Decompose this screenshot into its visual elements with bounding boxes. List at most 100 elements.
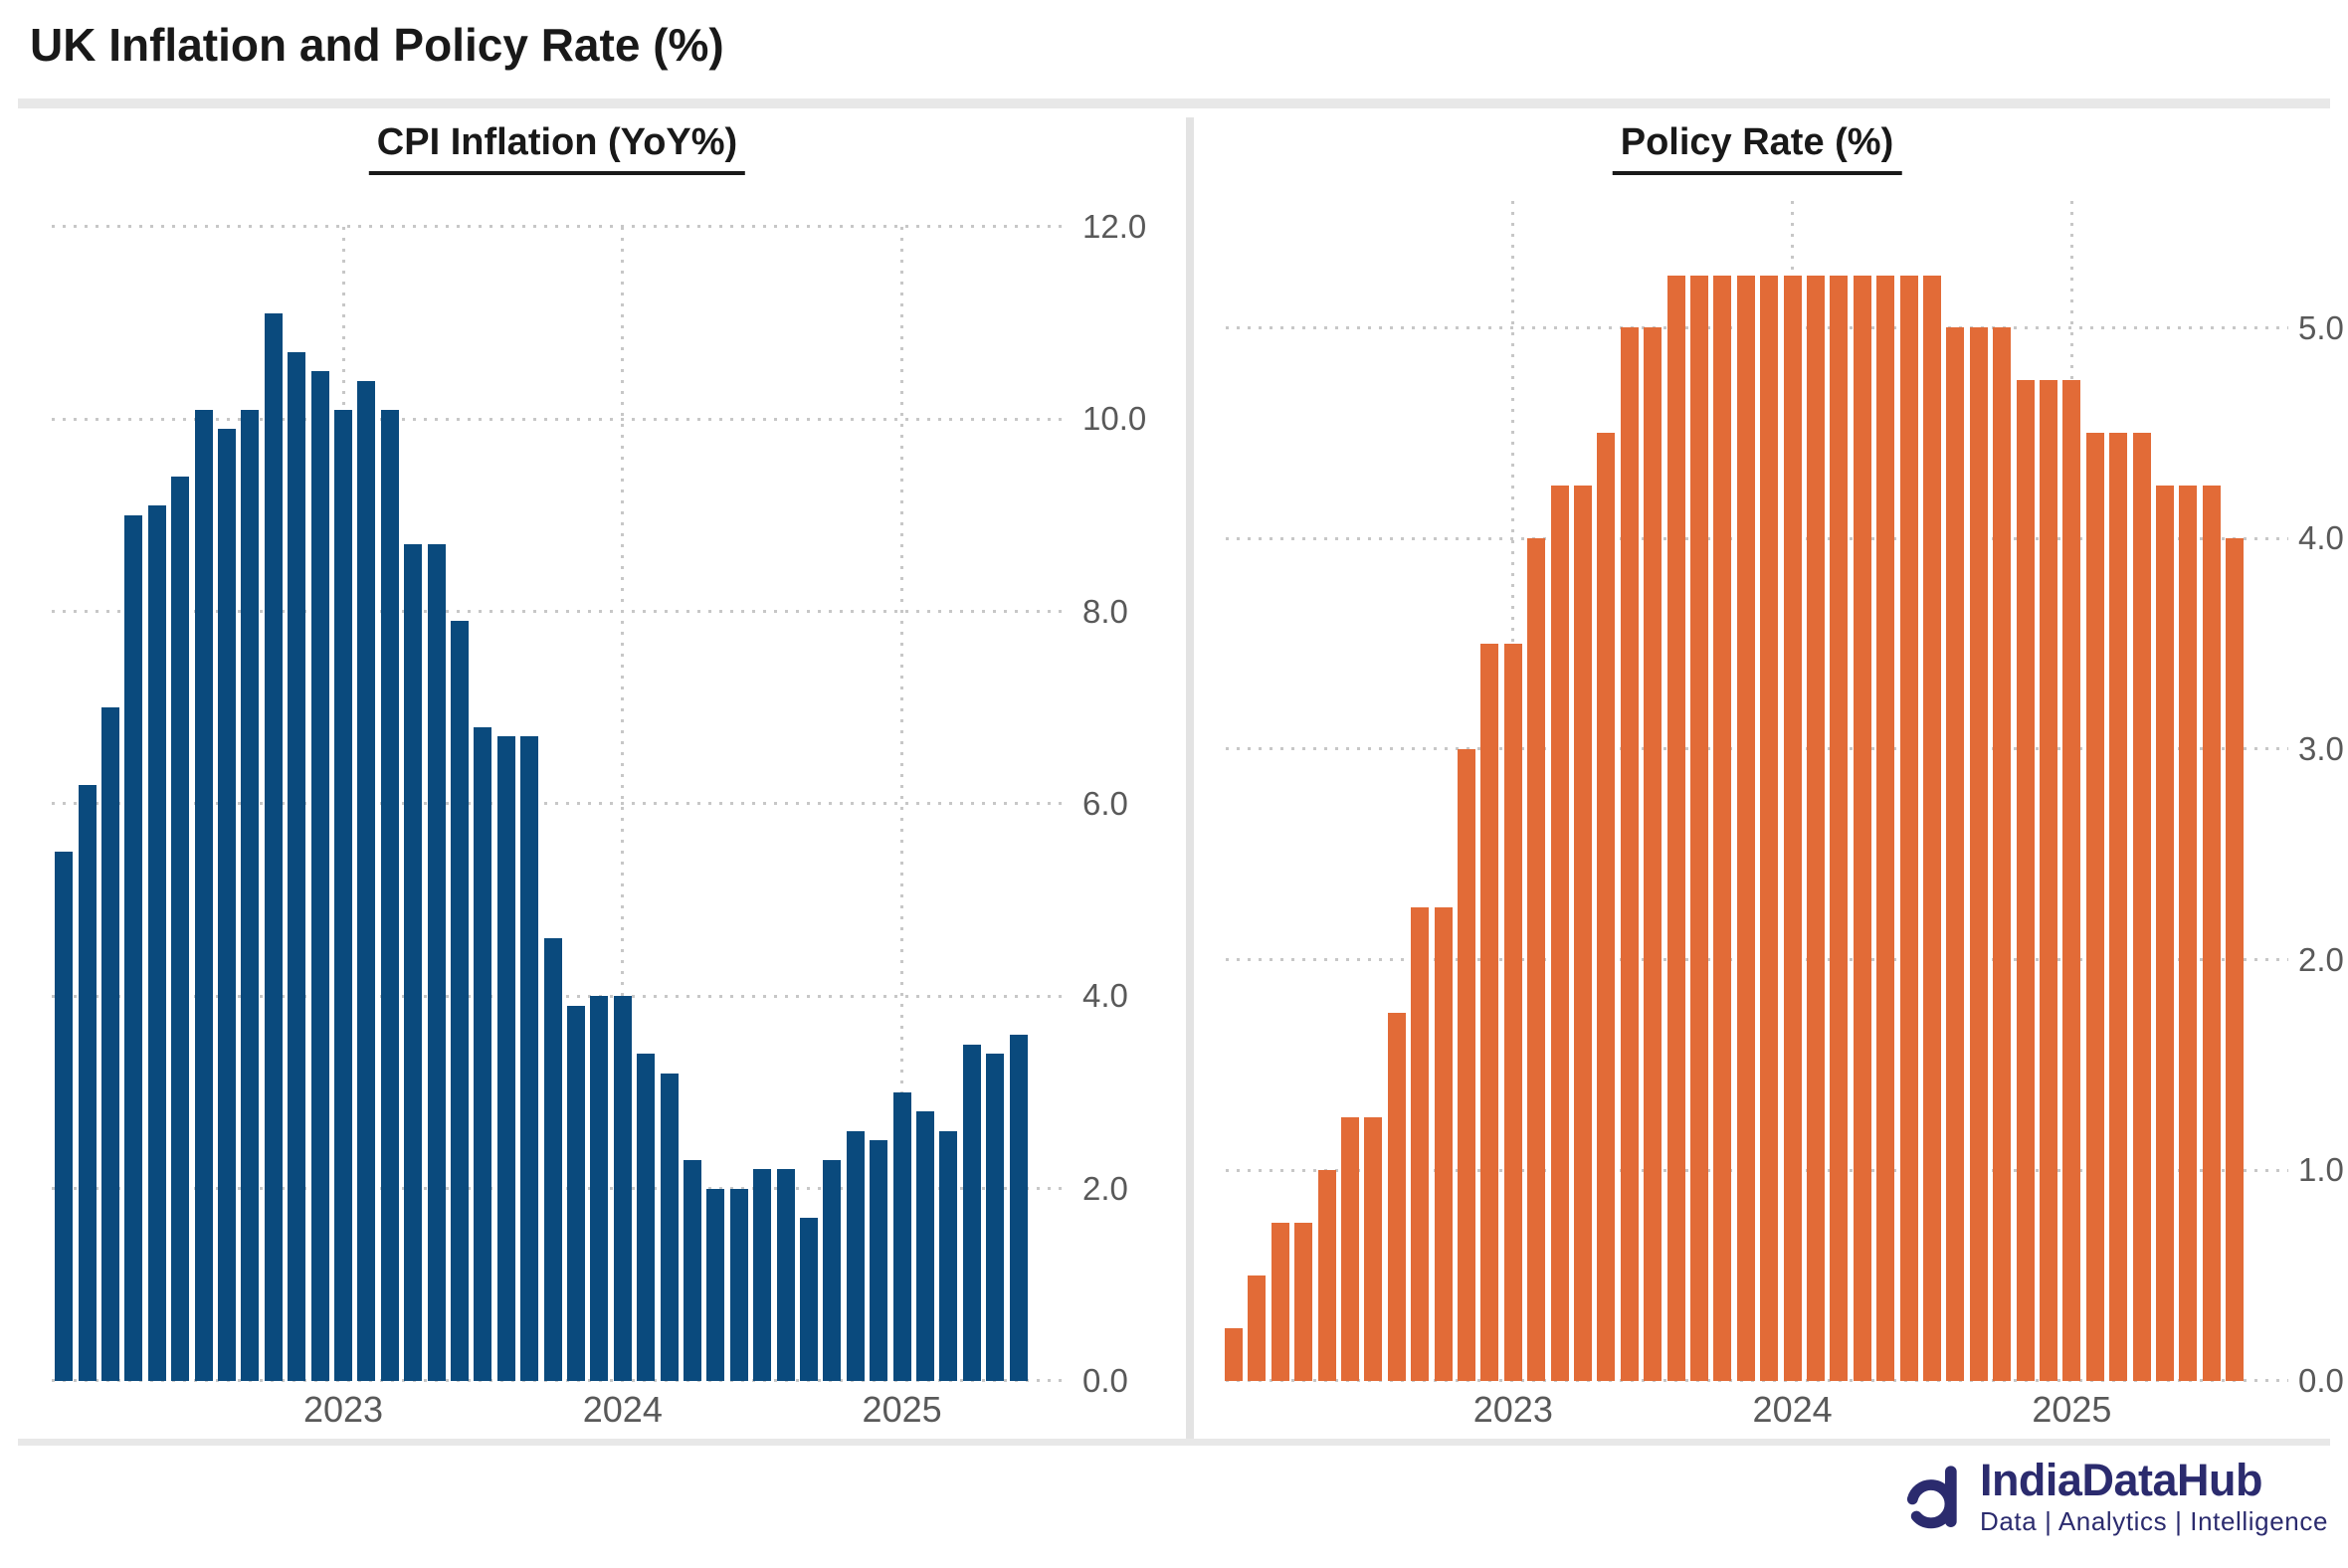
gridline-h [1226, 325, 2288, 329]
bar [474, 726, 492, 1381]
bar [1736, 275, 1755, 1381]
bar [1387, 1012, 1406, 1381]
bar [870, 1140, 888, 1381]
x-year-label: 2023 [1472, 1389, 1553, 1430]
bar [846, 1130, 865, 1381]
gridline-h [52, 225, 1063, 229]
y-tick-label: 5.0 [2298, 308, 2344, 346]
bar [962, 1044, 981, 1381]
gridline-h [1226, 536, 2288, 540]
bar [1620, 327, 1639, 1381]
gridline-h [1226, 958, 2288, 962]
bar [776, 1169, 795, 1381]
bar [147, 505, 166, 1381]
bar [1527, 538, 1546, 1381]
cpi-chart-title: CPI Inflation (YoY%) [368, 121, 746, 175]
bar [567, 1005, 585, 1381]
bar [78, 784, 97, 1381]
bar [1993, 327, 2012, 1381]
bar [1969, 327, 1988, 1381]
bar [590, 996, 609, 1381]
bar [1225, 1328, 1243, 1381]
bar [1760, 275, 1779, 1381]
bar [729, 1188, 748, 1381]
cpi-plot-area [52, 225, 1063, 1383]
gridline-h [1226, 747, 2288, 751]
header-divider [18, 98, 2330, 108]
bar [1853, 275, 1871, 1381]
gridline-h [1226, 1379, 2288, 1383]
brand-logo: IndiaDataHub Data | Analytics | Intellig… [1905, 1457, 2328, 1537]
bar [1411, 906, 1430, 1381]
bar [264, 312, 283, 1381]
brand-text: IndiaDataHub Data | Analytics | Intellig… [1980, 1457, 2328, 1537]
bar [1644, 327, 1663, 1381]
bar [939, 1130, 958, 1381]
bar [1597, 433, 1616, 1381]
bar [1294, 1223, 1313, 1381]
bar [1946, 327, 1965, 1381]
y-tick-label: 0.0 [1082, 1362, 1128, 1399]
bar [1830, 275, 1849, 1381]
x-year-label: 2024 [582, 1389, 663, 1430]
bar [288, 351, 306, 1381]
bar [706, 1188, 725, 1381]
bar [1271, 1223, 1289, 1381]
gridline-v [900, 226, 904, 1381]
bar [2085, 433, 2104, 1381]
bar [823, 1159, 842, 1381]
bar [1923, 275, 1941, 1381]
y-tick-label: 2.0 [2298, 940, 2344, 978]
x-year-label: 2025 [2032, 1389, 2112, 1430]
bar [1807, 275, 1825, 1381]
bar [1690, 275, 1708, 1381]
y-tick-label: 6.0 [1082, 784, 1128, 822]
bar [218, 428, 236, 1381]
bar [496, 736, 515, 1381]
bar [1783, 275, 1802, 1381]
bar [2226, 538, 2245, 1381]
bar [637, 1054, 656, 1381]
bar [660, 1073, 679, 1381]
bar [1458, 748, 1475, 1381]
x-year-label: 2023 [302, 1389, 384, 1430]
y-tick-label: 0.0 [2298, 1362, 2344, 1399]
bar [2016, 380, 2035, 1381]
gridline-h [52, 802, 1063, 806]
bar [241, 409, 260, 1381]
bar [1434, 906, 1453, 1381]
brand-tagline: Data | Analytics | Intelligence [1979, 1506, 2328, 1537]
bar [986, 1054, 1005, 1381]
bar [1550, 486, 1569, 1381]
bar [357, 380, 376, 1381]
bar [1480, 644, 1499, 1381]
y-tick-label: 12.0 [1082, 207, 1147, 245]
footer-divider [18, 1439, 2330, 1446]
bar [1899, 275, 1918, 1381]
bar [2062, 380, 2081, 1381]
gridline-v [621, 226, 625, 1381]
y-tick-label: 3.0 [2298, 729, 2344, 767]
bar [543, 938, 562, 1381]
policy-chart-title: Policy Rate (%) [1612, 121, 1902, 175]
bar [2179, 486, 2198, 1381]
y-tick-label: 8.0 [1082, 592, 1128, 630]
y-tick-label: 4.0 [1082, 977, 1128, 1015]
bar [800, 1217, 818, 1381]
bar [892, 1091, 911, 1381]
bar [2040, 380, 2057, 1381]
gridline-h [52, 1379, 1063, 1383]
bar [1248, 1275, 1267, 1381]
bar [1503, 644, 1522, 1381]
gridline-h [52, 610, 1063, 614]
panel-divider [1186, 117, 1194, 1441]
bar [2109, 433, 2128, 1381]
indiadatahub-logo-icon [1906, 1465, 1957, 1528]
bar [613, 996, 632, 1381]
bar [916, 1111, 934, 1381]
bar [2156, 486, 2174, 1381]
bar [55, 852, 74, 1381]
x-year-label: 2024 [1752, 1389, 1833, 1430]
bar [520, 736, 539, 1381]
brand-name: IndiaDataHub [1979, 1455, 2263, 1505]
